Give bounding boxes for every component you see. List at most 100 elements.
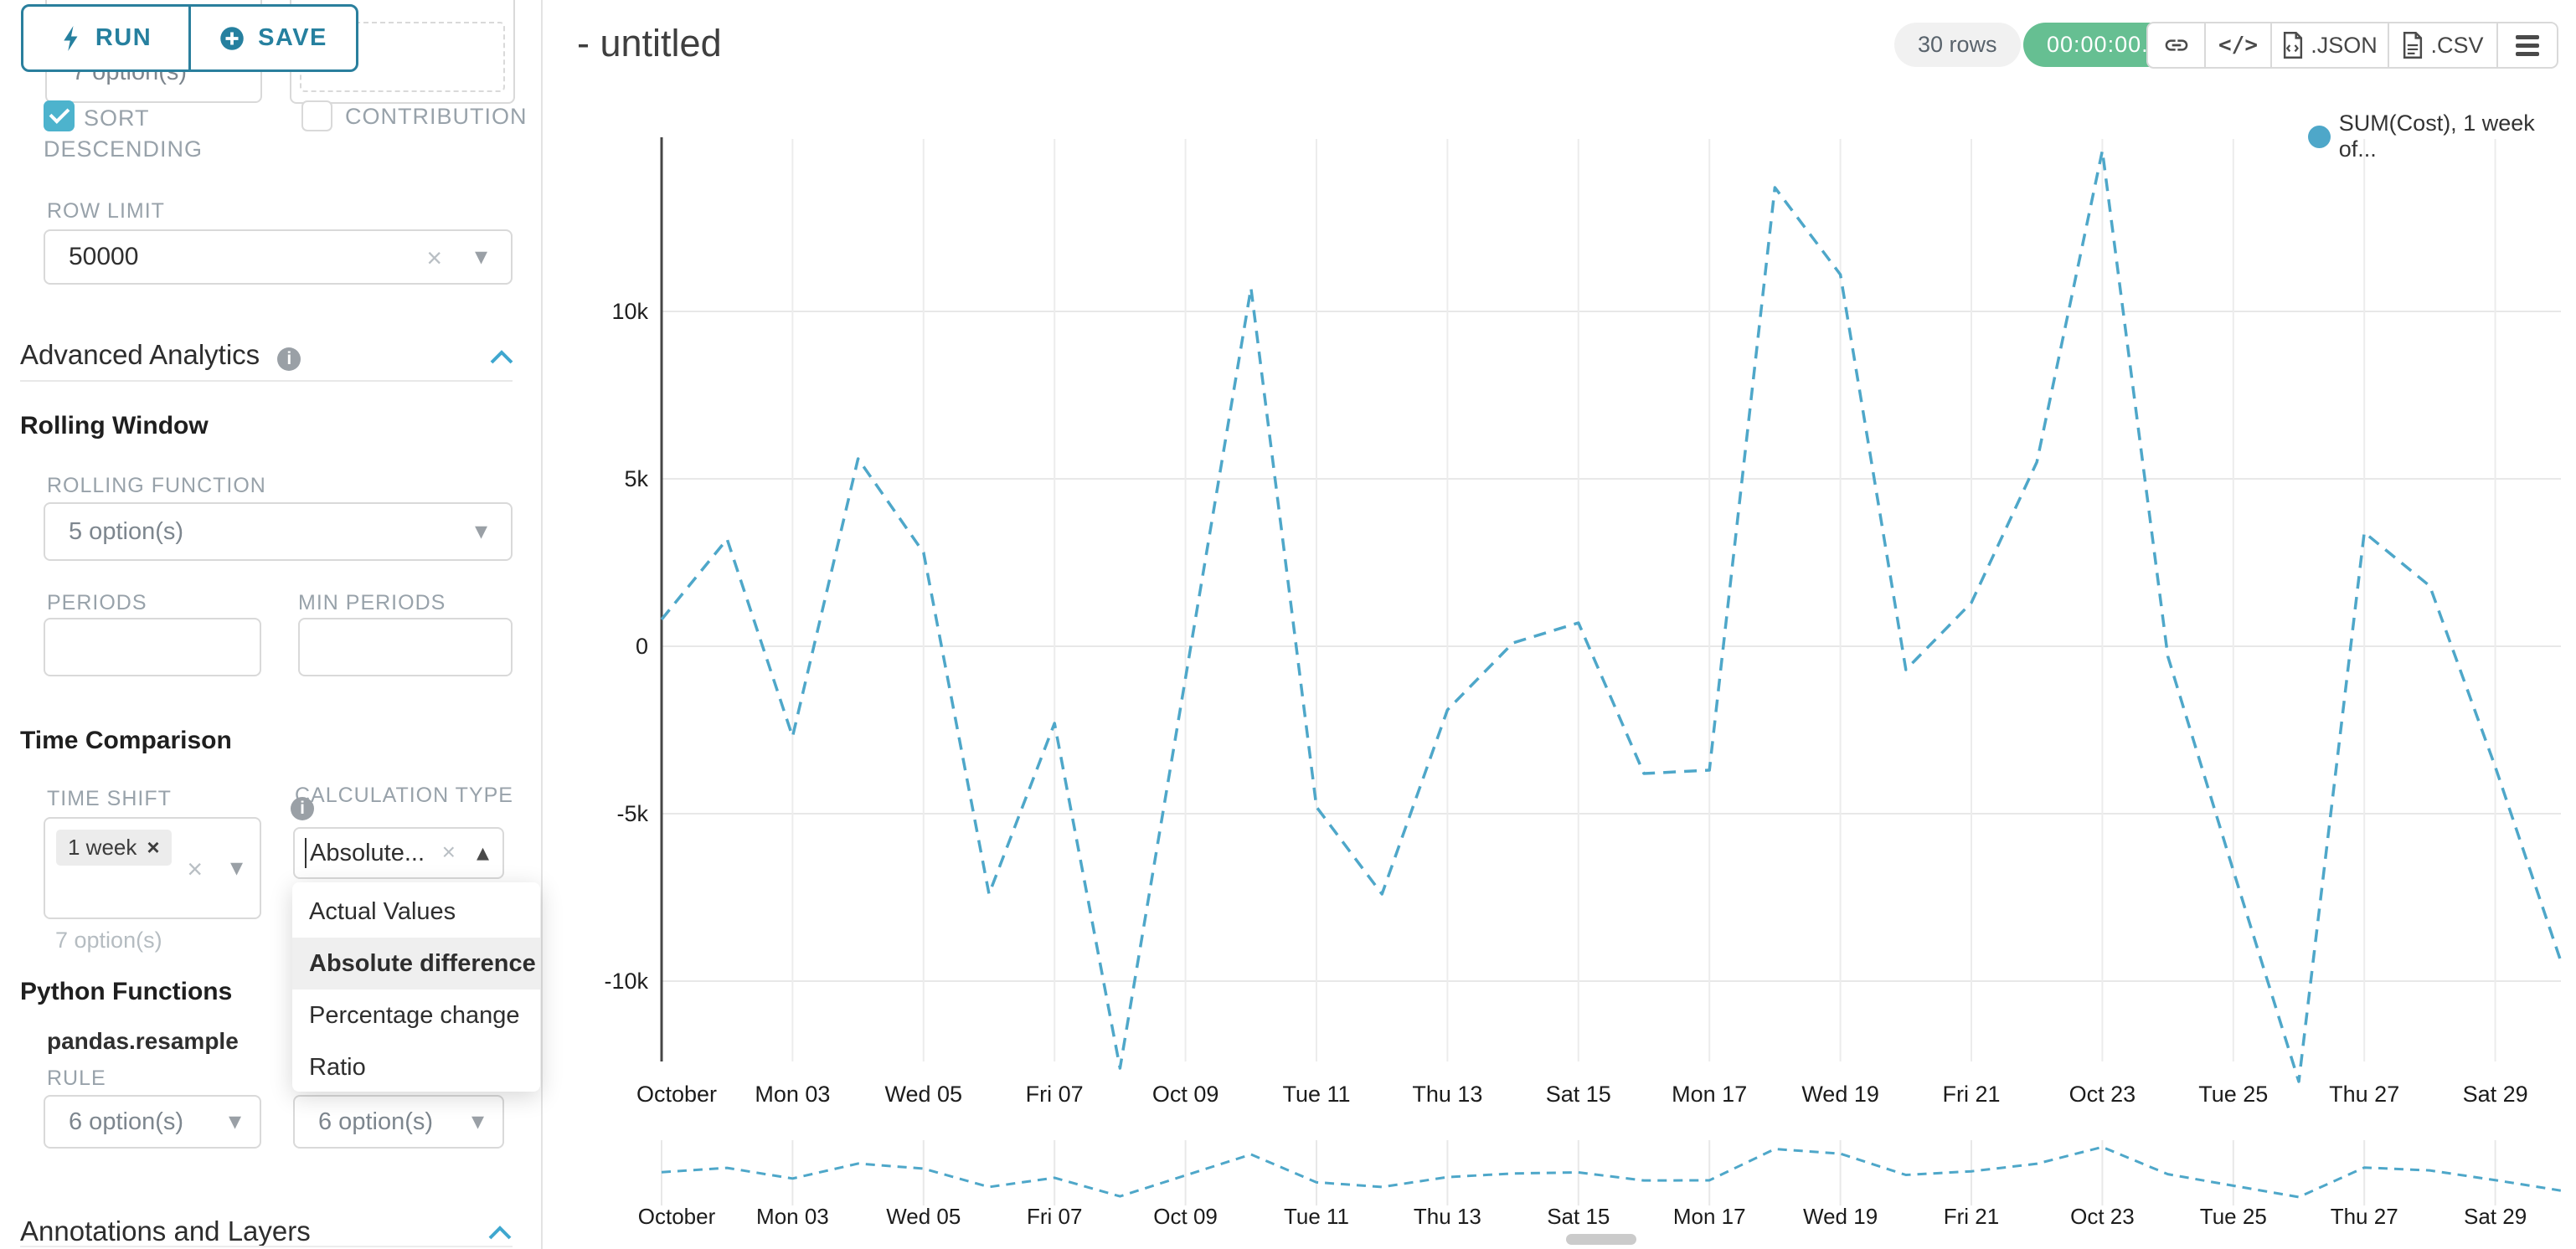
time-shift-tag-label: 1 week [68, 835, 137, 860]
svg-text:Sat 29: Sat 29 [2464, 1204, 2527, 1229]
svg-text:Wed 19: Wed 19 [1803, 1204, 1878, 1229]
periods-input-field[interactable] [45, 619, 260, 676]
svg-text:October: October [636, 1082, 717, 1107]
calculation-type-dropdown: Actual Values Absolute difference Percen… [292, 882, 540, 1092]
rule-label: RULE [47, 1067, 106, 1090]
time-comparison-title: Time Comparison [20, 727, 232, 754]
time-shift-label: TIME SHIFT [47, 787, 172, 810]
svg-text:Tue 11: Tue 11 [1284, 1204, 1349, 1229]
rule-select-2[interactable]: 6 option(s) ▾ [293, 1095, 504, 1149]
svg-text:Thu 13: Thu 13 [1412, 1082, 1482, 1107]
dropdown-option-actual-values[interactable]: Actual Values [309, 897, 456, 925]
svg-text:Wed 05: Wed 05 [885, 1082, 963, 1107]
svg-text:-5k: -5k [616, 801, 648, 826]
svg-text:Tue 11: Tue 11 [1282, 1082, 1350, 1107]
svg-text:Sat 29: Sat 29 [2463, 1082, 2528, 1107]
save-button-label: SAVE [258, 24, 327, 51]
svg-text:Tue 25: Tue 25 [2200, 1204, 2267, 1229]
svg-text:0: 0 [636, 634, 648, 659]
save-button[interactable]: SAVE [188, 7, 356, 69]
svg-text:Mon 17: Mon 17 [1672, 1082, 1747, 1107]
sort-descending-checkbox[interactable] [44, 100, 75, 131]
svg-text:5k: 5k [624, 466, 648, 491]
periods-input[interactable] [44, 618, 261, 676]
remove-tag-icon[interactable]: × [147, 835, 160, 860]
min-periods-label: MIN PERIODS [298, 591, 446, 614]
legend-label: SUM(Cost), 1 week of... [2338, 111, 2535, 162]
export-csv-button[interactable]: .CSV [2388, 23, 2496, 67]
svg-text:Oct 23: Oct 23 [2069, 1082, 2136, 1107]
svg-text:Sat 15: Sat 15 [1546, 1082, 1611, 1107]
python-functions-title: Python Functions [20, 978, 233, 1005]
section-divider [20, 380, 513, 382]
svg-text:Thu 27: Thu 27 [2331, 1204, 2398, 1229]
svg-text:Fri 07: Fri 07 [1026, 1082, 1084, 1107]
time-shift-helper: 7 option(s) [55, 928, 162, 953]
horizontal-scrollbar-thumb[interactable] [1566, 1234, 1636, 1245]
dropdown-option-percentage-change[interactable]: Percentage change [309, 1001, 520, 1029]
chevron-up-icon[interactable] [489, 350, 514, 365]
dropdown-option-ratio[interactable]: Ratio [309, 1053, 366, 1081]
caret-down-icon[interactable]: ▾ [474, 243, 487, 270]
caret-down-icon[interactable]: ▾ [474, 517, 487, 545]
rolling-function-label: ROLLING FUNCTION [47, 474, 266, 497]
svg-text:Mon 03: Mon 03 [755, 1082, 830, 1107]
svg-text:Thu 13: Thu 13 [1414, 1204, 1481, 1229]
share-link-button[interactable] [2148, 23, 2204, 67]
section-divider [20, 1246, 513, 1247]
more-options-button[interactable] [2496, 23, 2557, 67]
rolling-function-value: 5 option(s) [69, 517, 184, 545]
svg-text:Oct 09: Oct 09 [1152, 1082, 1219, 1107]
advanced-analytics-title: Advanced Analytics [20, 339, 260, 370]
svg-text:Wed 05: Wed 05 [886, 1204, 961, 1229]
annotations-layers-heading[interactable]: Annotations and Layers [20, 1216, 311, 1246]
run-button[interactable]: RUN [23, 7, 188, 69]
svg-text:10k: 10k [611, 299, 648, 324]
chevron-up-icon[interactable] [487, 1226, 513, 1241]
dropdown-option-absolute-difference[interactable]: Absolute difference [292, 938, 540, 989]
rule-select-value: 6 option(s) [69, 1108, 184, 1135]
caret-down-icon[interactable]: ▾ [229, 854, 243, 881]
periods-label: PERIODS [47, 591, 147, 614]
caret-down-icon[interactable]: ▾ [471, 1108, 484, 1135]
run-button-label: RUN [95, 24, 152, 51]
clear-icon[interactable]: × [441, 839, 456, 865]
calculation-type-label: CALCULATION TYPE [295, 784, 513, 807]
advanced-analytics-heading[interactable]: Advanced Analytics i [20, 339, 301, 371]
export-toolbar: </> .JSON .CSV [2146, 22, 2558, 69]
view-query-button[interactable]: </> [2204, 23, 2270, 67]
rolling-window-title: Rolling Window [20, 412, 209, 439]
mini-series-line [661, 1145, 2562, 1199]
min-periods-input-field[interactable] [300, 619, 511, 676]
caret-down-icon[interactable]: ▾ [228, 1108, 241, 1135]
time-shift-select[interactable]: 1 week × × ▾ [44, 817, 261, 919]
svg-text:Wed 19: Wed 19 [1801, 1082, 1879, 1107]
csv-file-icon [2403, 32, 2423, 59]
clear-icon[interactable]: × [426, 243, 442, 273]
chart-title[interactable]: - untitled [577, 22, 722, 64]
svg-text:October: October [638, 1204, 716, 1229]
export-json-button[interactable]: .JSON [2270, 23, 2388, 67]
rule-select[interactable]: 6 option(s) ▾ [44, 1095, 261, 1149]
text-cursor [305, 838, 307, 868]
svg-text:Tue 25: Tue 25 [2198, 1082, 2268, 1107]
svg-text:Fri 07: Fri 07 [1027, 1204, 1082, 1229]
calculation-type-select[interactable]: Absolute... × ▴ [293, 827, 504, 879]
row-count-badge: 30 rows [1894, 23, 2021, 67]
calculation-type-value: Absolute... [310, 839, 425, 866]
min-periods-input[interactable] [298, 618, 513, 676]
contribution-checkbox[interactable] [301, 100, 332, 131]
row-limit-select[interactable]: 50000 × ▾ [44, 229, 513, 285]
info-icon[interactable]: i [291, 797, 314, 820]
svg-text:Oct 23: Oct 23 [2070, 1204, 2135, 1229]
info-icon[interactable]: i [277, 347, 301, 371]
time-shift-tag: 1 week × [56, 830, 172, 866]
rolling-function-select[interactable]: 5 option(s) ▾ [44, 502, 513, 561]
clear-icon[interactable]: × [187, 854, 203, 884]
caret-up-icon[interactable]: ▴ [476, 839, 489, 866]
chart-legend[interactable]: SUM(Cost), 1 week of... [2308, 111, 2576, 162]
run-save-button-group: RUN SAVE [21, 4, 358, 72]
row-limit-value: 50000 [69, 243, 139, 270]
